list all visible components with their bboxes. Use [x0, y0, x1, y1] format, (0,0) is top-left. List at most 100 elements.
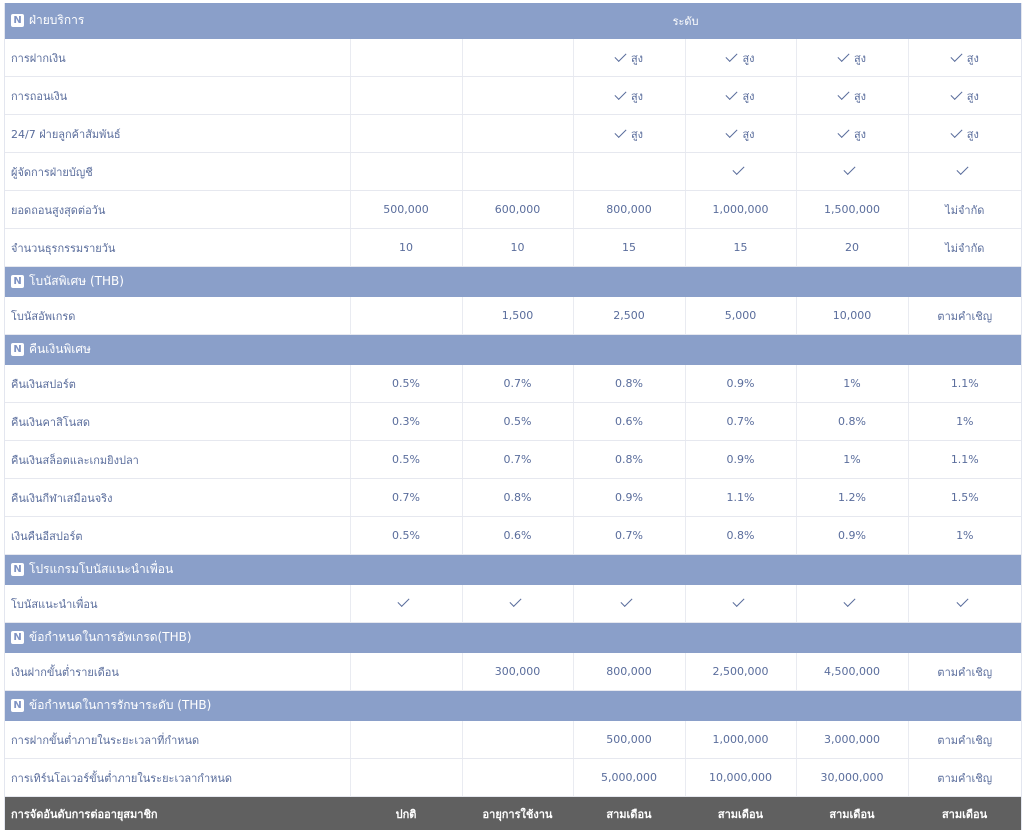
tier-value-cell: 0.9%	[573, 479, 685, 517]
tier-value-cell	[573, 585, 685, 623]
tier-value-cell: สูง	[908, 115, 1021, 153]
footer-label: การจัดอันดับการต่ออายุสมาชิก	[5, 797, 350, 830]
cell-value: 0.8%	[727, 529, 755, 542]
cell-value: 0.7%	[392, 491, 420, 504]
tier-value-cell: ตามคำเชิญ	[908, 759, 1021, 797]
check-icon	[726, 125, 738, 137]
cell-value: 30,000,000	[821, 771, 884, 784]
cell-value: 1%	[843, 453, 860, 466]
cell-value: 0.9%	[727, 453, 755, 466]
tier-value-cell	[908, 153, 1021, 191]
check-icon	[509, 595, 521, 607]
check-icon	[732, 595, 744, 607]
footer-tier-value: สามเดือน	[573, 797, 685, 830]
cell-value: 5,000	[725, 309, 757, 322]
cell-value: 5,000,000	[601, 771, 657, 784]
cell-value: 1.1%	[727, 491, 755, 504]
row-label: ผู้จัดการฝ่ายบัญชี	[5, 153, 350, 191]
n-badge-icon: N	[11, 699, 24, 712]
tier-value-cell: 1%	[908, 403, 1021, 441]
cell-value: 0.7%	[727, 415, 755, 428]
n-badge-icon: N	[11, 631, 24, 644]
tier-value-cell: สูง	[796, 39, 908, 77]
tier-value-cell: 0.6%	[462, 517, 573, 555]
check-icon	[620, 595, 632, 607]
tier-value-cell	[350, 653, 462, 691]
row-label: 24/7 ฝ่ายลูกค้าสัมพันธ์	[5, 115, 350, 153]
tier-value-cell: สูง	[685, 77, 796, 115]
check-icon	[843, 595, 855, 607]
tier-value-cell: 0.7%	[685, 403, 796, 441]
cell-value: 10,000,000	[709, 771, 772, 784]
row-label: คืนเงินสล็อตและเกมยิงปลา	[5, 441, 350, 479]
tier-value-cell: สูง	[908, 39, 1021, 77]
cell-value: 0.7%	[504, 453, 532, 466]
tier-value-cell	[350, 39, 462, 77]
cell-value: 0.5%	[392, 377, 420, 390]
tier-value-cell	[796, 585, 908, 623]
tier-value-cell: 0.3%	[350, 403, 462, 441]
check-icon	[843, 163, 855, 175]
row-label: คืนเงินคาสิโนสด	[5, 403, 350, 441]
table-row: โบนัสแนะนำเพื่อน	[5, 585, 1021, 623]
cell-value: สูง	[967, 90, 979, 103]
row-label: โบนัสอัพเกรด	[5, 297, 350, 335]
cell-value: 0.5%	[392, 453, 420, 466]
tier-value-cell: 0.7%	[350, 479, 462, 517]
tier-value-cell: 0.8%	[796, 403, 908, 441]
cell-value: 3,000,000	[824, 733, 880, 746]
tier-value-cell: 0.7%	[462, 441, 573, 479]
tier-value-cell: ไม่จำกัด	[908, 229, 1021, 267]
cell-value: สูง	[631, 128, 643, 141]
tier-value-cell: 0.8%	[573, 441, 685, 479]
tier-value-cell: 0.9%	[685, 441, 796, 479]
tier-value-cell	[685, 585, 796, 623]
cell-value: 0.7%	[615, 529, 643, 542]
tier-value-cell: 20	[796, 229, 908, 267]
cell-value: 0.6%	[615, 415, 643, 428]
tier-value-cell: สูง	[573, 115, 685, 153]
tier-value-cell: 3,000,000	[796, 721, 908, 759]
check-icon	[956, 163, 968, 175]
cell-value: 15	[622, 241, 636, 254]
check-icon	[732, 163, 744, 175]
check-icon	[837, 125, 849, 137]
cell-value: 10	[399, 241, 413, 254]
tier-value-cell: 0.8%	[462, 479, 573, 517]
footer-tier-value: อายุการใช้งาน	[462, 797, 573, 830]
tier-value-cell: 0.9%	[796, 517, 908, 555]
tier-value-cell: 2,500	[573, 297, 685, 335]
cell-value: สูง	[742, 90, 754, 103]
cell-value: สูง	[742, 128, 754, 141]
table-row: การฝากเงินสูงสูงสูงสูง	[5, 39, 1021, 77]
tier-value-cell: 1,500,000	[796, 191, 908, 229]
row-label: การเทิร์นโอเวอร์ขั้นต่ำภายในระยะเวลากำหน…	[5, 759, 350, 797]
tier-value-cell: 1,500	[462, 297, 573, 335]
cell-value: 1.2%	[838, 491, 866, 504]
cell-value: 1,500,000	[824, 203, 880, 216]
tier-value-cell	[350, 585, 462, 623]
tier-value-cell: 1.1%	[685, 479, 796, 517]
tier-value-cell	[462, 153, 573, 191]
level-header: ระดับ	[350, 3, 1021, 39]
row-label: คืนเงินสปอร์ต	[5, 365, 350, 403]
tier-value-cell: 10	[462, 229, 573, 267]
tier-value-cell: 0.8%	[685, 517, 796, 555]
cell-value: 1,000,000	[713, 733, 769, 746]
cell-value: 0.8%	[838, 415, 866, 428]
cell-value: 1.1%	[951, 453, 979, 466]
tier-value-cell: 300,000	[462, 653, 573, 691]
cell-value: 20	[845, 241, 859, 254]
row-label: การถอนเงิน	[5, 77, 350, 115]
cell-value: สูง	[742, 52, 754, 65]
check-icon	[956, 595, 968, 607]
